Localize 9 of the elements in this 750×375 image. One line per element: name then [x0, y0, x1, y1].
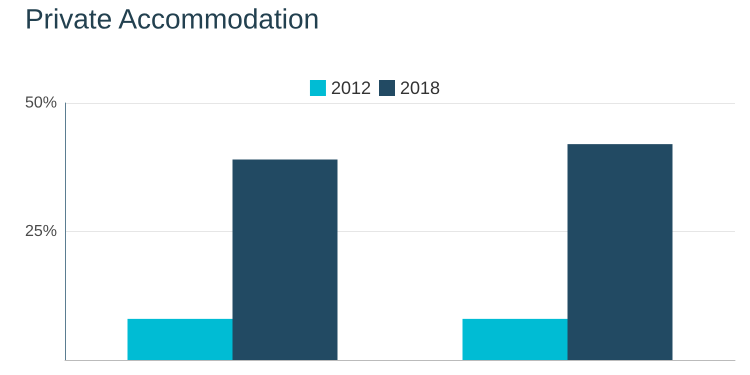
legend-label: 2018 — [400, 78, 440, 98]
bar — [462, 318, 568, 360]
y-tick-label: 50% — [24, 94, 57, 112]
bar — [568, 144, 672, 360]
y-tick-label: 25% — [24, 223, 57, 240]
legend-label: 2012 — [330, 78, 372, 98]
bar — [232, 160, 338, 360]
bar — [128, 318, 232, 360]
chart-title: Private Accommodation — [25, 4, 320, 34]
